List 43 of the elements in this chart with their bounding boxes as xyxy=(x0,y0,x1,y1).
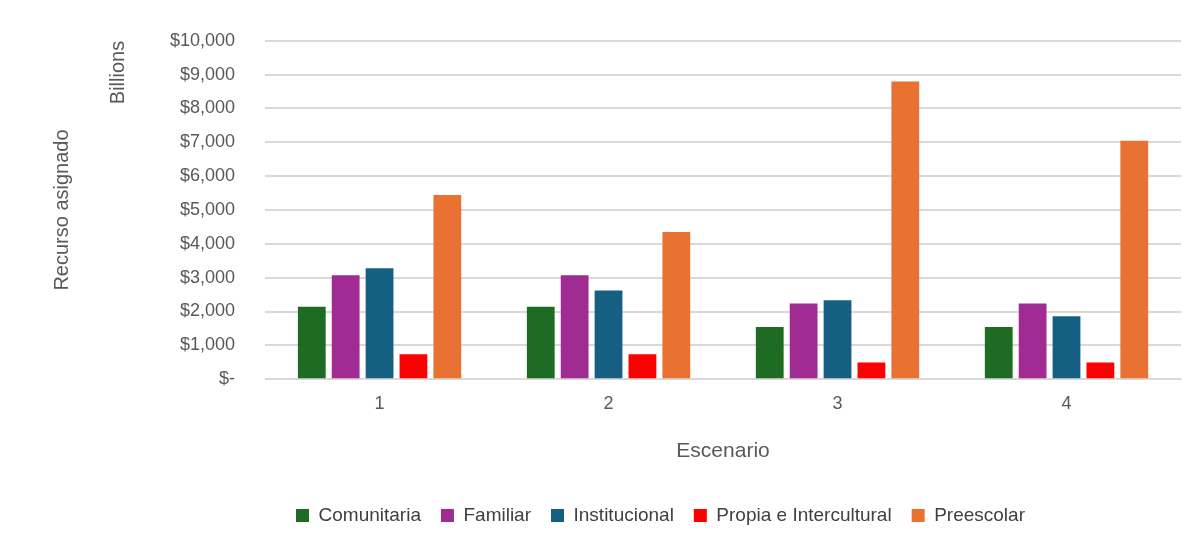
bar xyxy=(1018,303,1047,379)
y-axis-title: Recurso asignado xyxy=(49,129,72,291)
y-tick-label: $8,000 xyxy=(180,97,236,118)
x-tick-label: 2 xyxy=(603,392,614,413)
bar xyxy=(1086,362,1115,379)
text: Billions xyxy=(105,40,128,105)
bar xyxy=(1120,140,1149,379)
bar xyxy=(891,81,920,379)
bar xyxy=(662,232,691,379)
bar xyxy=(365,268,394,379)
y-tick-label: $1,000 xyxy=(180,334,236,355)
bar xyxy=(1052,316,1081,379)
y-tick-label: $6,000 xyxy=(180,165,236,186)
legend-label: Propia e Intercultural xyxy=(716,503,892,525)
y-tick-label: $2,000 xyxy=(180,300,236,321)
y-tick-label: $3,000 xyxy=(180,266,236,287)
bar xyxy=(755,327,784,379)
bar xyxy=(984,327,1013,379)
bar xyxy=(433,195,462,379)
y-tick-label: $4,000 xyxy=(180,232,236,253)
legend-label: Institucional xyxy=(573,503,674,525)
y-tick-label: $9,000 xyxy=(180,63,236,84)
y-tick-label: $10,000 xyxy=(169,29,236,50)
y-tick-label: $- xyxy=(219,368,236,389)
bar xyxy=(628,354,657,379)
bar xyxy=(331,275,360,379)
bar xyxy=(560,275,589,379)
bar xyxy=(526,306,555,379)
y-tick-label: $5,000 xyxy=(180,198,236,219)
bar xyxy=(594,290,623,379)
bar xyxy=(857,362,886,379)
x-tick-label: 3 xyxy=(832,392,843,413)
x-axis-title: Escenario xyxy=(676,438,770,462)
bar xyxy=(297,306,326,379)
x-tick-label: 4 xyxy=(1061,392,1072,413)
legend-label: Preescolar xyxy=(934,503,1026,525)
x-tick-label: 1 xyxy=(374,392,385,413)
legend-label: Comunitaria xyxy=(318,503,422,525)
bar xyxy=(789,303,818,379)
y-tick-label: $7,000 xyxy=(180,131,236,152)
bar xyxy=(823,300,852,379)
bar xyxy=(399,354,428,379)
legend-label: Familiar xyxy=(463,503,532,525)
